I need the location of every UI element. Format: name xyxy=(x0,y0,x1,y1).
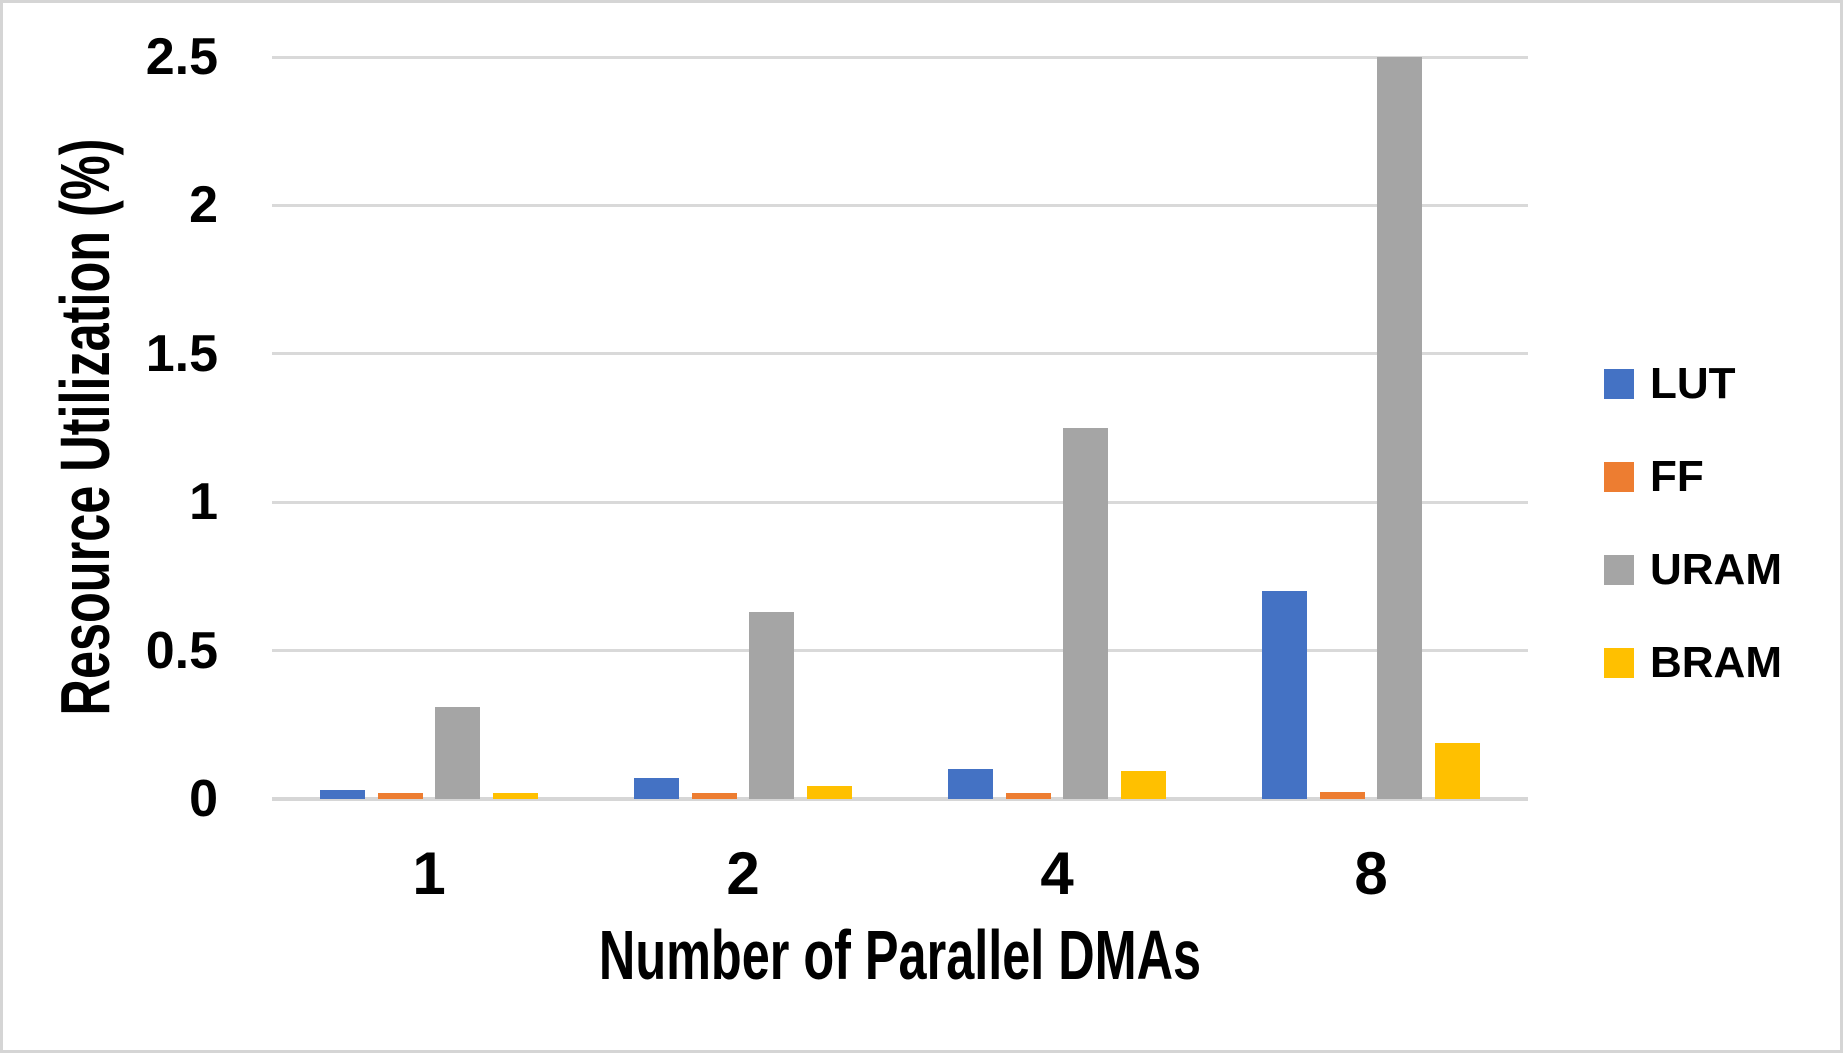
bar-ff-dma8 xyxy=(1319,791,1365,799)
legend-label: URAM xyxy=(1650,545,1782,594)
bar-bram-dma2 xyxy=(806,785,852,799)
bar-uram-dma1 xyxy=(435,707,481,799)
bar-uram-dma4 xyxy=(1063,428,1109,799)
legend-swatch-bram xyxy=(1604,648,1634,678)
bar-ff-dma1 xyxy=(377,793,423,799)
legend-item-lut: LUT xyxy=(1604,361,1782,407)
legend-item-bram: BRAM xyxy=(1604,640,1782,686)
legend-swatch-ff xyxy=(1604,462,1634,492)
bar-lut-dma4 xyxy=(948,769,994,799)
x-axis-title: Number of Parallel DMAs xyxy=(598,916,1202,994)
gridline xyxy=(272,500,1528,504)
bar-ff-dma2 xyxy=(691,793,737,799)
legend: LUT FF URAM BRAM xyxy=(1604,361,1782,733)
gridline xyxy=(272,203,1528,207)
legend-item-uram: URAM xyxy=(1604,547,1782,593)
y-tick-label: 1.5 xyxy=(145,324,218,383)
x-tick-label: 2 xyxy=(726,840,760,907)
legend-label: FF xyxy=(1650,452,1704,501)
bar-bram-dma4 xyxy=(1120,770,1166,799)
bar-uram-dma2 xyxy=(749,612,795,799)
bar-lut-dma8 xyxy=(1262,591,1308,799)
y-axis-title: Resource Utilization (%) xyxy=(46,138,124,716)
y-tick-label: 2.5 xyxy=(145,28,218,86)
legend-swatch-lut xyxy=(1604,369,1634,399)
legend-swatch-uram xyxy=(1604,555,1634,585)
bar-lut-dma1 xyxy=(320,790,366,799)
x-tick-label: 4 xyxy=(1040,840,1074,907)
legend-label: LUT xyxy=(1650,359,1736,408)
y-tick-label: 0 xyxy=(189,770,218,828)
gridline xyxy=(272,649,1528,653)
x-tick-label: 1 xyxy=(412,840,446,907)
x-tick-label: 8 xyxy=(1354,840,1388,907)
gridline xyxy=(272,55,1528,59)
y-tick-label: 1 xyxy=(189,473,218,532)
gridline xyxy=(272,352,1528,356)
plot-area xyxy=(272,55,1528,801)
y-tick-label: 2 xyxy=(189,176,218,235)
bar-uram-dma8 xyxy=(1377,57,1423,799)
bar-bram-dma1 xyxy=(492,793,538,799)
legend-item-ff: FF xyxy=(1604,454,1782,500)
x-axis-line xyxy=(272,797,1528,801)
bar-bram-dma8 xyxy=(1434,742,1480,799)
y-tick-label: 0.5 xyxy=(145,621,218,680)
bar-lut-dma2 xyxy=(634,778,680,799)
bar-ff-dma4 xyxy=(1005,793,1051,799)
legend-label: BRAM xyxy=(1650,638,1782,687)
